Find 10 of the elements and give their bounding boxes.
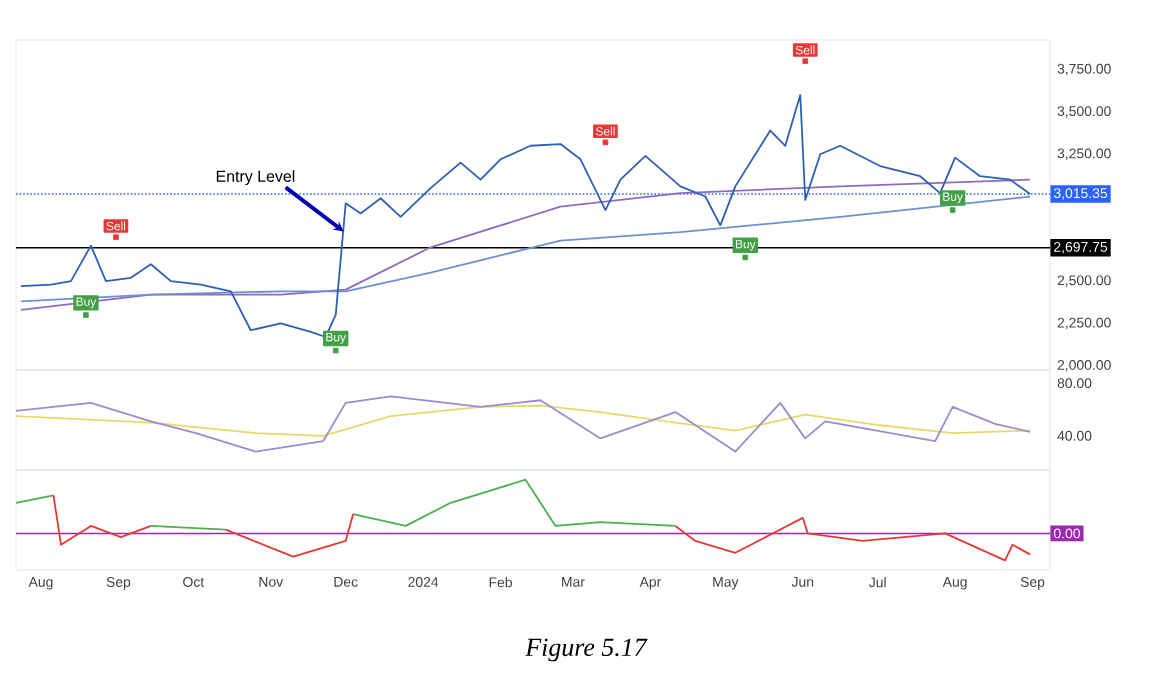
caption: Figure 5.17 (525, 638, 648, 662)
point (332, 347, 339, 354)
point (949, 207, 956, 213)
point (602, 139, 609, 146)
line-series (15, 395, 1031, 453)
point (83, 312, 89, 318)
point (742, 254, 749, 261)
point (113, 234, 119, 240)
point (802, 58, 809, 64)
line-series (15, 404, 1031, 437)
